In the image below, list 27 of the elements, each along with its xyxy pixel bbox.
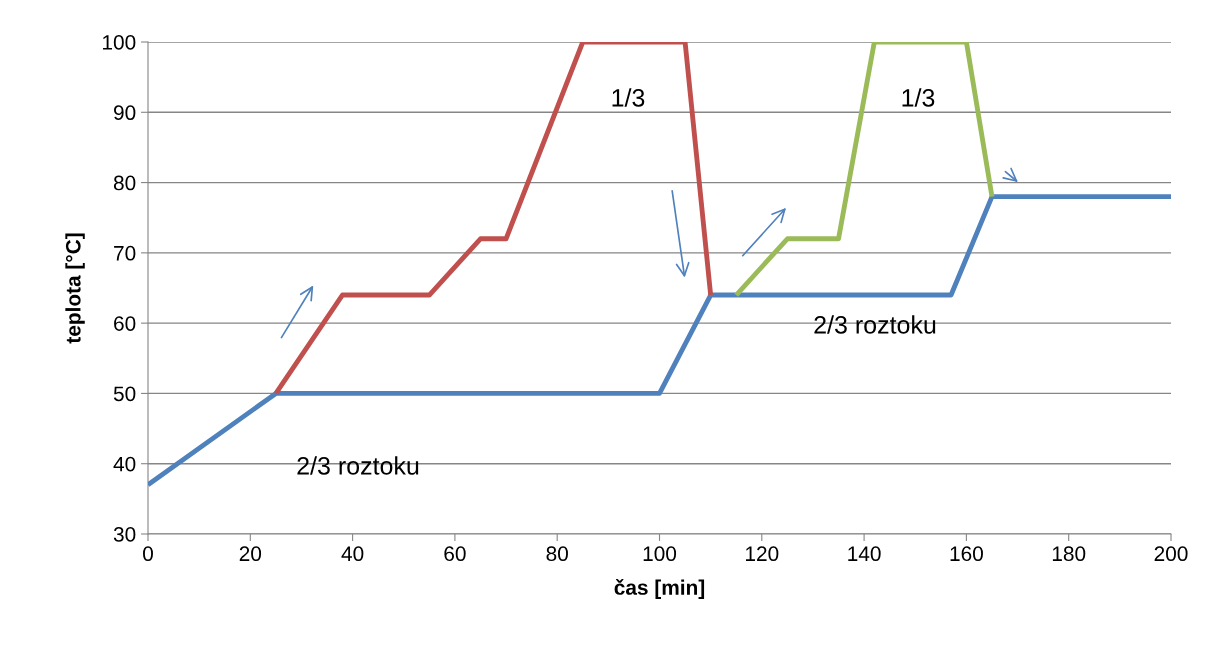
x-tick-label: 40: [341, 546, 364, 562]
x-tick-label: 160: [950, 546, 983, 562]
y-tick-label: 50: [113, 386, 136, 402]
x-tick-label: 60: [444, 546, 466, 562]
x-tick-label: 0: [143, 546, 153, 562]
x-tick-label: 140: [848, 546, 881, 562]
annotation: 1/3: [902, 88, 935, 107]
y-tick-label: 40: [113, 456, 136, 472]
y-tick-label: 60: [114, 316, 136, 331]
y-tick-label: 80: [113, 175, 136, 191]
x-tick-label: 80: [546, 546, 568, 562]
annotation: 2/3 roztoku: [297, 456, 419, 475]
y-tick-label: 70: [114, 245, 136, 261]
y-tick-label: 100: [103, 35, 136, 50]
x-tick-label: 100: [643, 546, 677, 562]
x-axis-title: čas [min]: [614, 579, 705, 599]
x-tick-label: 180: [1052, 546, 1086, 562]
y-tick-label: 90: [114, 105, 136, 121]
line-series: [733, 42, 995, 298]
annotation: 1/3: [612, 88, 645, 107]
x-tick-label: 120: [746, 546, 779, 562]
y-tick-label: 30: [113, 527, 136, 542]
x-tick-label: 200: [1154, 546, 1188, 562]
annotation: 2/3 roztoku: [814, 315, 936, 334]
x-tick-label: 20: [239, 546, 262, 562]
y-axis-title: teplota [°C]: [65, 233, 85, 344]
line-series: [273, 42, 714, 396]
